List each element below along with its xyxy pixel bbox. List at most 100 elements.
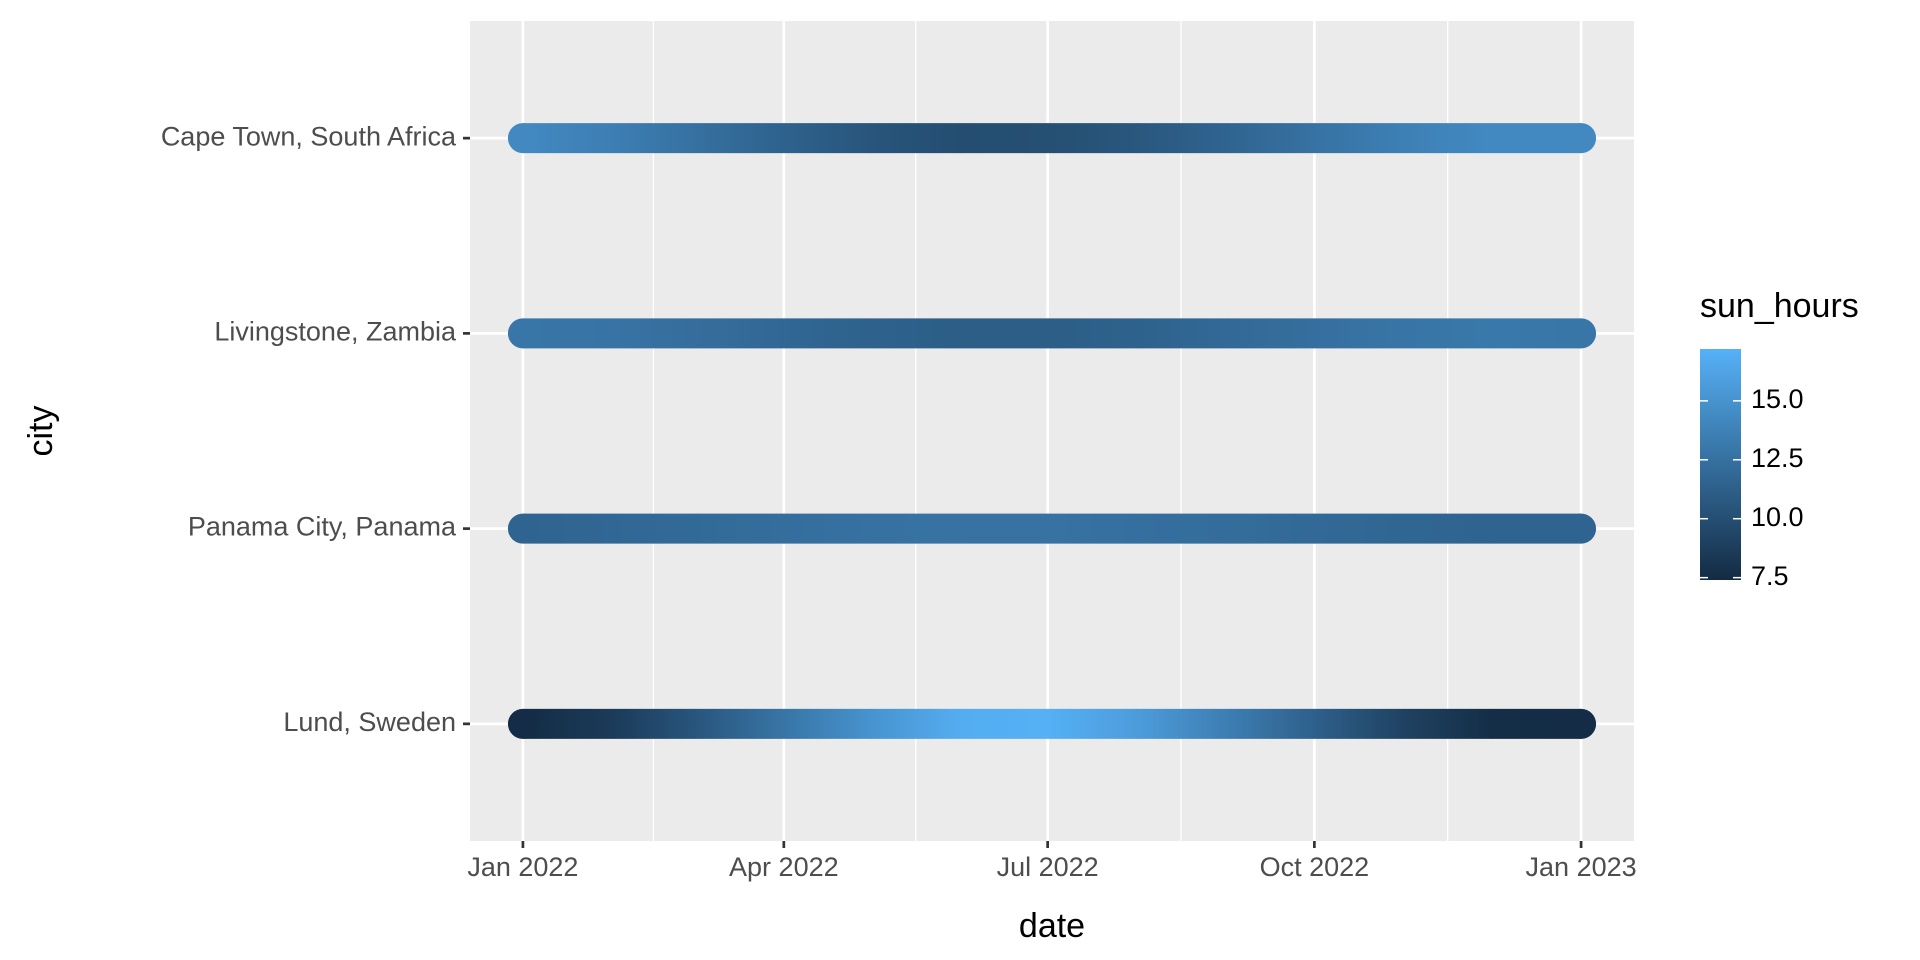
line-segment	[1314, 123, 1405, 154]
point	[1047, 723, 1049, 725]
point	[783, 528, 785, 530]
point	[693, 723, 695, 725]
point	[1226, 528, 1228, 530]
line-segment	[1047, 318, 1139, 349]
point	[1137, 137, 1139, 139]
line-segment	[522, 318, 614, 349]
y-tick-label: Cape Town, South Africa	[161, 121, 457, 151]
point	[783, 137, 785, 139]
line-segment	[783, 513, 872, 544]
line-segment	[783, 708, 872, 739]
point	[1490, 332, 1492, 334]
point	[1403, 723, 1405, 725]
point	[1490, 723, 1492, 725]
line-segment	[1227, 708, 1315, 739]
point	[783, 723, 785, 725]
point	[612, 332, 614, 334]
point	[1566, 123, 1597, 154]
point	[612, 137, 614, 139]
point	[1566, 513, 1597, 544]
line-segment	[1314, 318, 1405, 349]
x-tick-label: Oct 2022	[1260, 852, 1370, 882]
y-tick-label: Livingstone, Zambia	[214, 317, 457, 347]
point	[960, 137, 962, 139]
point	[693, 137, 695, 139]
panel	[470, 21, 1634, 841]
line-segment	[612, 513, 695, 544]
line-segment	[1404, 123, 1492, 154]
point	[1226, 723, 1228, 725]
line-segment	[1047, 123, 1139, 154]
point	[1566, 708, 1597, 739]
point	[507, 123, 538, 154]
y-tick-label: Lund, Sweden	[283, 707, 456, 737]
point	[1490, 137, 1492, 139]
point	[693, 528, 695, 530]
point	[870, 528, 872, 530]
point	[870, 137, 872, 139]
point	[783, 332, 785, 334]
line-segment	[1137, 123, 1228, 154]
line-segment	[1137, 708, 1228, 739]
point	[507, 318, 538, 349]
line-segment	[960, 123, 1049, 154]
line-segment	[612, 123, 695, 154]
line-segment	[960, 318, 1049, 349]
line-segment	[1314, 708, 1405, 739]
point	[612, 723, 614, 725]
colorbar	[1700, 349, 1741, 580]
line-segment	[522, 708, 614, 739]
point	[1403, 332, 1405, 334]
line-segment	[960, 708, 1049, 739]
colorbar-tick-label: 10.0	[1751, 502, 1804, 532]
line-segment	[693, 708, 785, 739]
x-tick-label: Apr 2022	[729, 852, 839, 882]
point	[1137, 332, 1139, 334]
line-segment	[1137, 513, 1228, 544]
point	[693, 332, 695, 334]
point	[960, 332, 962, 334]
line-segment	[960, 513, 1049, 544]
point	[1047, 332, 1049, 334]
point	[612, 528, 614, 530]
line-segment	[1047, 708, 1139, 739]
point	[1313, 332, 1315, 334]
y-axis-title: city	[22, 406, 60, 457]
point	[1226, 332, 1228, 334]
point	[1403, 137, 1405, 139]
line-segment	[783, 123, 872, 154]
x-tick-label: Jan 2023	[1526, 852, 1637, 882]
line-segment	[1227, 513, 1315, 544]
point	[1137, 528, 1139, 530]
colorbar-tick-label: 15.0	[1751, 384, 1804, 414]
colorbar-tick-label: 7.5	[1751, 561, 1789, 591]
line-segment	[783, 318, 872, 349]
point	[1313, 723, 1315, 725]
point	[1226, 137, 1228, 139]
point	[507, 513, 538, 544]
point	[1403, 528, 1405, 530]
line-segment	[870, 318, 962, 349]
line-segment	[1314, 513, 1405, 544]
line-segment	[612, 318, 695, 349]
point	[960, 528, 962, 530]
point	[870, 723, 872, 725]
line-segment	[522, 123, 614, 154]
point	[1490, 528, 1492, 530]
line-segment	[693, 513, 785, 544]
colorbar-tick-label: 12.5	[1751, 443, 1804, 473]
line-segment	[522, 513, 614, 544]
line-segment	[870, 123, 962, 154]
line-segment	[693, 123, 785, 154]
line-segment	[870, 513, 962, 544]
x-tick-label: Jul 2022	[997, 852, 1099, 882]
point	[870, 332, 872, 334]
line-segment	[1404, 513, 1492, 544]
x-tick-label: Jan 2022	[467, 852, 578, 882]
line-segment	[693, 318, 785, 349]
line-segment	[1047, 513, 1139, 544]
point	[1566, 318, 1597, 349]
y-tick-label: Panama City, Panama	[188, 512, 457, 542]
point	[1047, 137, 1049, 139]
